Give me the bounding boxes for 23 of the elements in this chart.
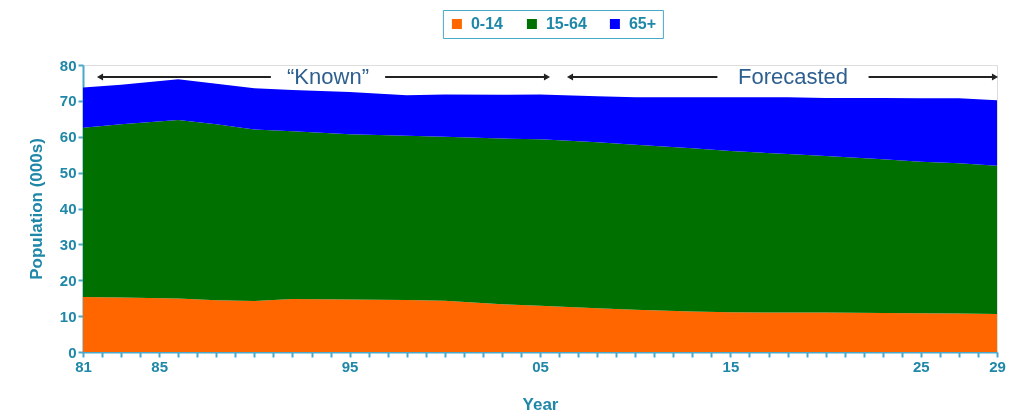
x-tick-label: 15 xyxy=(722,357,740,375)
x-tick-label: 95 xyxy=(341,357,359,375)
y-tick-label: 50 xyxy=(59,164,77,182)
y-tick-label: 40 xyxy=(59,200,77,217)
x-tick-label: 05 xyxy=(532,357,549,375)
x-tick-label: 81 xyxy=(75,357,92,375)
y-tick-label: 70 xyxy=(59,92,77,110)
legend-label: 65+ xyxy=(628,15,657,32)
y-tick-label: 20 xyxy=(59,271,77,289)
x-tick-label: 29 xyxy=(989,357,1006,375)
y-tick-label: 30 xyxy=(59,235,77,253)
y-tick-label: 60 xyxy=(59,128,77,146)
legend-label: 15-64 xyxy=(545,15,587,32)
y-tick-label: 80 xyxy=(59,56,77,74)
y-tick-label: 10 xyxy=(59,307,77,325)
annotation: Forecasted xyxy=(737,64,849,89)
x-axis-title: Year xyxy=(522,394,559,414)
y-axis-title: Population (000s) xyxy=(26,138,46,280)
legend-label: 0-14 xyxy=(470,15,504,32)
x-tick-label: 85 xyxy=(151,357,169,375)
annotation: “Known” xyxy=(287,64,369,89)
x-tick-label: 25 xyxy=(912,357,930,375)
y-tick-label: 0 xyxy=(68,343,77,361)
